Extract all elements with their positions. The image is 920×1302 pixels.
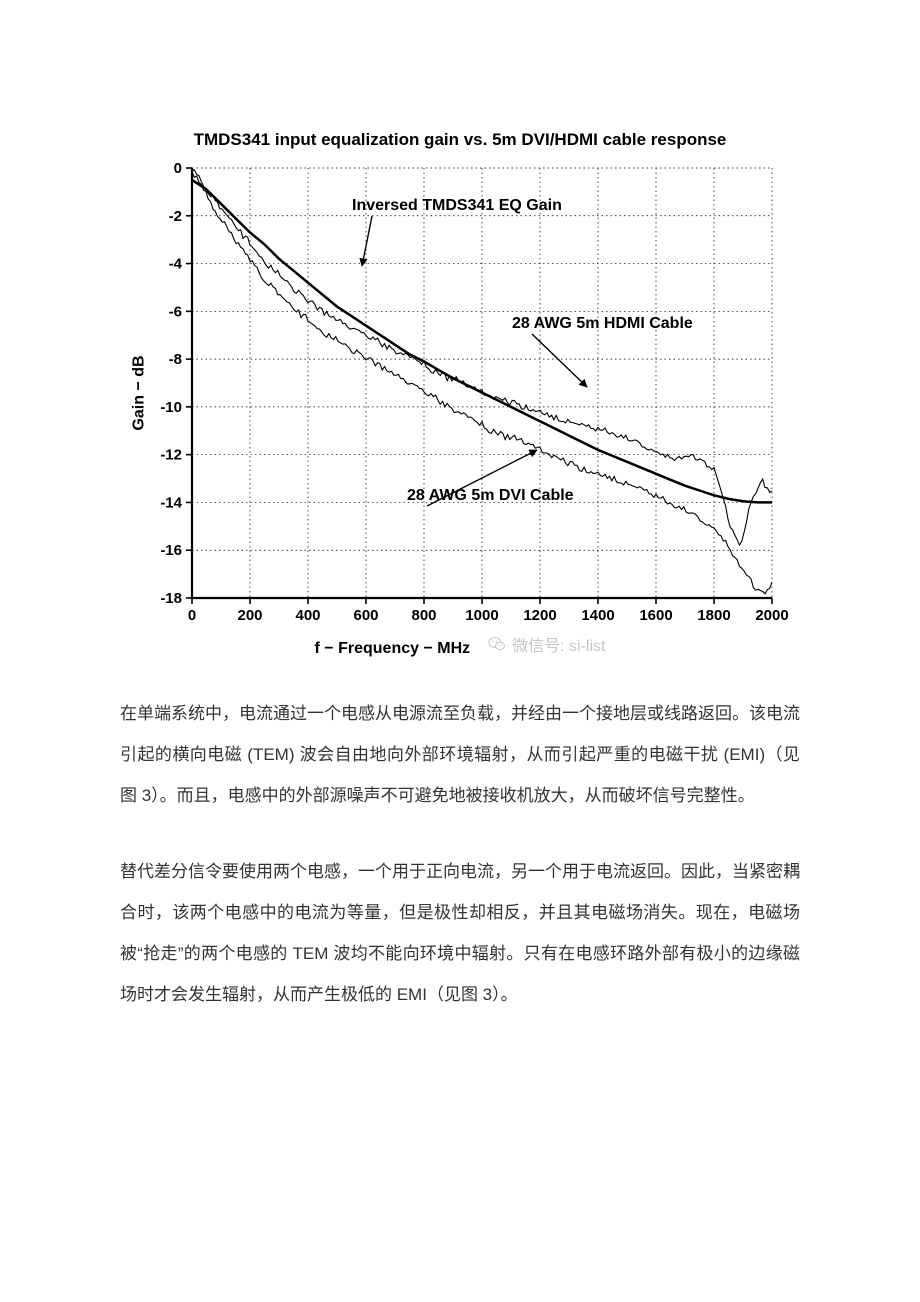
svg-text:-16: -16 [160, 542, 182, 559]
watermark: 微信号: si-list [488, 632, 605, 656]
chart-xlabel: f − Frequency − MHz [315, 640, 471, 658]
paragraph-1: 在单端系统中，电流通过一个电感从电源流至负载，并经由一个接地层或线路返回。该电流… [120, 694, 800, 816]
page: TMDS341 input equalization gain vs. 5m D… [0, 0, 920, 1302]
svg-text:600: 600 [353, 607, 378, 624]
watermark-text: 微信号: si-list [512, 632, 605, 656]
gain-vs-frequency-chart: 0 200 400 600 800 1000 1200 1400 1600 1800 2000 0 -2… [130, 158, 790, 628]
svg-text:-6: -6 [169, 303, 182, 320]
svg-text:400: 400 [295, 607, 320, 624]
svg-text:-10: -10 [160, 399, 182, 416]
svg-text:0: 0 [174, 160, 182, 177]
svg-text:-2: -2 [169, 208, 182, 225]
svg-text:-12: -12 [160, 447, 182, 464]
chart-wrap: Gain − dB 0 200 400 600 800 1000 1200 1400 1600 1… [130, 158, 790, 628]
chart-xlabel-row: f − Frequency − MHz 微信号: si-list [130, 632, 790, 658]
svg-text:Inversed TMDS341 EQ Gain: Inversed TMDS341 EQ Gain [352, 197, 562, 214]
svg-text:-8: -8 [169, 351, 182, 368]
svg-text:2000: 2000 [755, 607, 788, 624]
svg-text:1400: 1400 [581, 607, 614, 624]
svg-text:0: 0 [188, 607, 196, 624]
chart-title: TMDS341 input equalization gain vs. 5m D… [130, 130, 790, 150]
svg-text:-18: -18 [160, 590, 182, 607]
svg-text:1600: 1600 [639, 607, 672, 624]
svg-text:28 AWG 5m DVI Cable: 28 AWG 5m DVI Cable [407, 487, 574, 504]
svg-text:-4: -4 [169, 256, 183, 273]
svg-text:1800: 1800 [697, 607, 730, 624]
wechat-icon [488, 635, 506, 653]
svg-text:800: 800 [411, 607, 436, 624]
svg-text:1000: 1000 [465, 607, 498, 624]
svg-text:1200: 1200 [523, 607, 556, 624]
svg-text:28 AWG 5m HDMI Cable: 28 AWG 5m HDMI Cable [512, 315, 693, 332]
chart-block: TMDS341 input equalization gain vs. 5m D… [130, 130, 790, 658]
svg-text:200: 200 [237, 607, 262, 624]
paragraph-2: 替代差分信令要使用两个电感，一个用于正向电流，另一个用于电流返回。因此，当紧密耦… [120, 852, 800, 1015]
svg-text:-14: -14 [160, 494, 182, 511]
chart-ylabel: Gain − dB [131, 355, 149, 430]
